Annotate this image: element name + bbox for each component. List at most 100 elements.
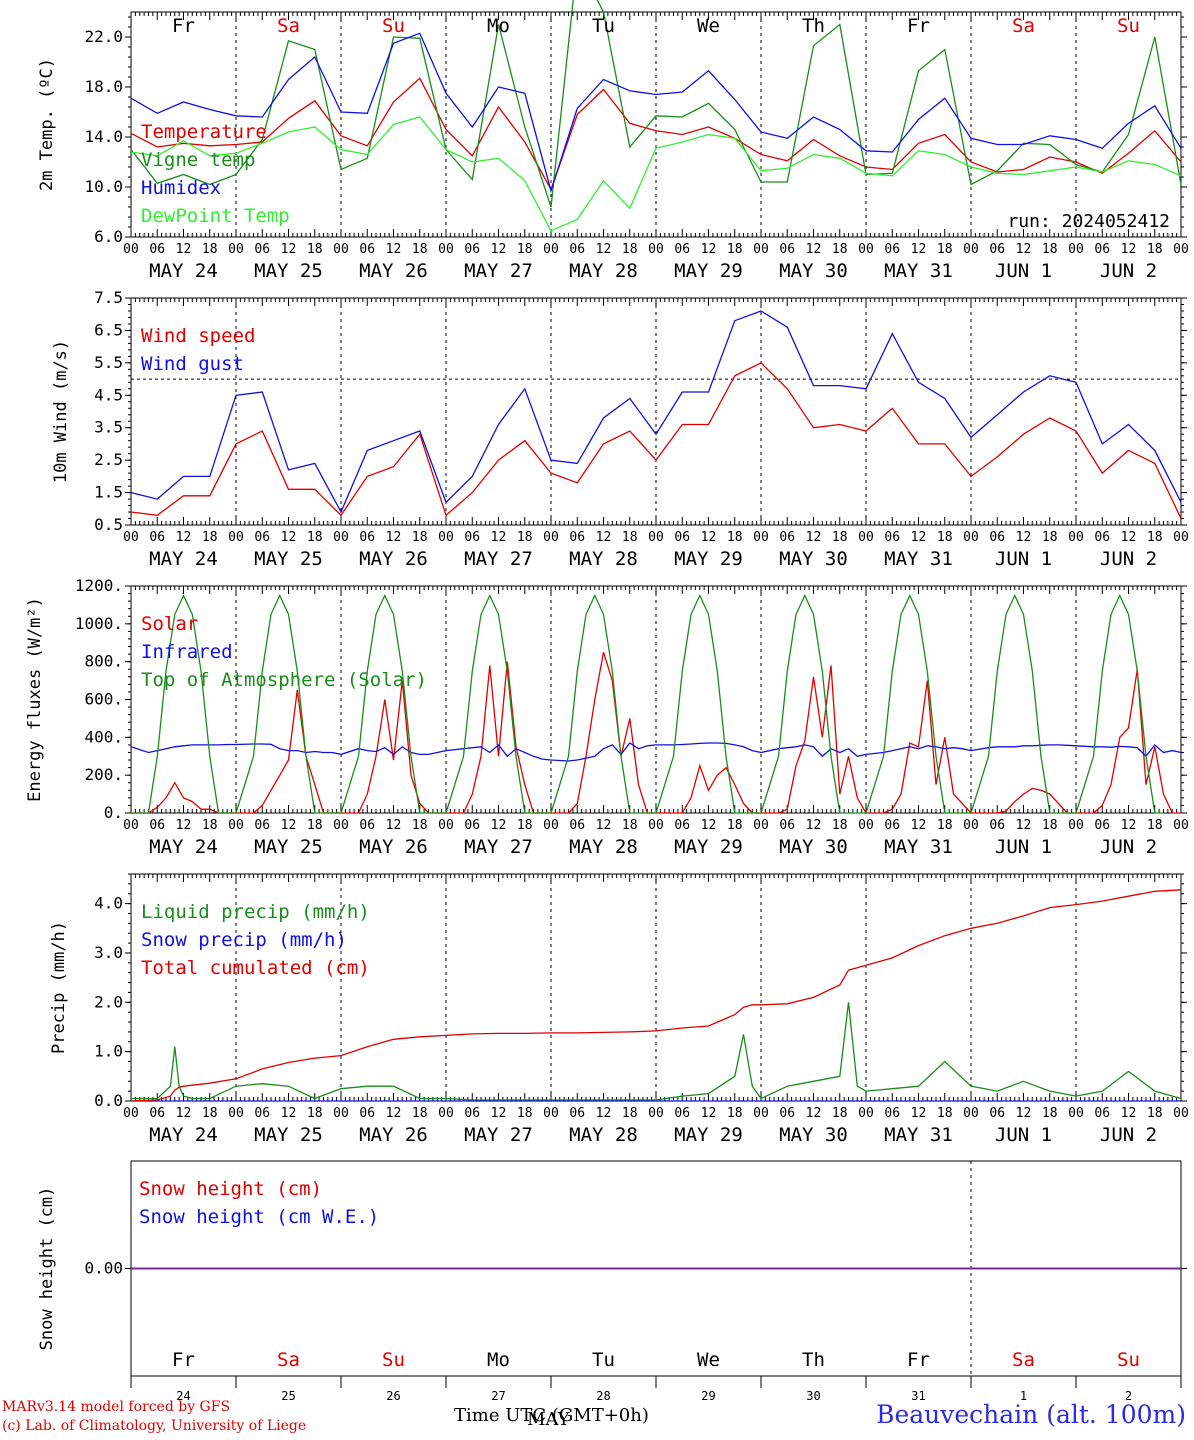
day-number: 24 bbox=[176, 1389, 190, 1403]
legend-entry: Wind gust bbox=[141, 353, 244, 375]
x-tick-label: 00 bbox=[648, 242, 664, 257]
date-label: MAY 25 bbox=[254, 548, 323, 570]
y-axis-label: Precip (mm/h) bbox=[49, 921, 69, 1054]
day-number: 26 bbox=[386, 1389, 400, 1403]
x-tick-label: 12 bbox=[491, 1106, 507, 1121]
x-tick-label: 06 bbox=[149, 1106, 165, 1121]
legend-entry: DewPoint Temp bbox=[141, 205, 290, 227]
x-tick-label: 18 bbox=[937, 242, 953, 257]
legend-entry: Snow height (cm W.E.) bbox=[139, 1206, 379, 1228]
x-tick-label: 06 bbox=[464, 1106, 480, 1121]
date-label: MAY 25 bbox=[254, 1124, 323, 1146]
x-tick-label: 00 bbox=[963, 242, 979, 257]
x-tick-label: 18 bbox=[517, 818, 533, 833]
x-tick-label: 18 bbox=[622, 818, 638, 833]
x-tick-label: 00 bbox=[858, 1106, 874, 1121]
x-tick-label: 00 bbox=[963, 530, 979, 545]
day-name: Mo bbox=[487, 1349, 510, 1371]
date-label: JUN 2 bbox=[1100, 1124, 1157, 1146]
day-number: 31 bbox=[911, 1389, 925, 1403]
date-label: MAY 31 bbox=[884, 260, 953, 282]
y-tick-label: 1.5 bbox=[94, 483, 123, 502]
x-tick-label: 06 bbox=[464, 818, 480, 833]
day-number: 27 bbox=[491, 1389, 505, 1403]
date-label: MAY 24 bbox=[149, 836, 218, 858]
x-tick-label: 18 bbox=[622, 530, 638, 545]
x-tick-label: 18 bbox=[1147, 1106, 1163, 1121]
x-tick-label: 18 bbox=[412, 530, 428, 545]
y-tick-label: 0. bbox=[104, 803, 123, 822]
x-tick-label: 18 bbox=[727, 1106, 743, 1121]
x-tick-label: 18 bbox=[307, 818, 323, 833]
day-name: Su bbox=[382, 1349, 405, 1371]
x-tick-label: 18 bbox=[412, 818, 428, 833]
site-name: Beauvechain (alt. 100m) bbox=[876, 1400, 1186, 1429]
date-label: MAY 28 bbox=[569, 548, 638, 570]
x-tick-label: 00 bbox=[543, 530, 559, 545]
date-label: MAY 24 bbox=[149, 260, 218, 282]
day-name: Th bbox=[802, 1349, 825, 1371]
x-tick-label: 06 bbox=[884, 1106, 900, 1121]
x-tick-label: 00 bbox=[1173, 530, 1189, 545]
x-tick-label: 00 bbox=[123, 530, 139, 545]
legend-entry: Snow height (cm) bbox=[139, 1178, 322, 1200]
x-tick-label: 12 bbox=[1121, 1106, 1137, 1121]
y-axis-label: Energy fluxes (W/m²) bbox=[25, 597, 45, 802]
x-tick-label: 06 bbox=[254, 818, 270, 833]
x-tick-label: 18 bbox=[937, 530, 953, 545]
x-tick-label: 06 bbox=[254, 242, 270, 257]
date-label: MAY 31 bbox=[884, 548, 953, 570]
series-line bbox=[130, 116, 1182, 232]
x-tick-label: 06 bbox=[884, 242, 900, 257]
legend-entry: Total cumulated (cm) bbox=[141, 957, 370, 979]
lab-credit: (c) Lab. of Climatology, University of L… bbox=[2, 1418, 307, 1434]
legend-entry: Infrared bbox=[141, 641, 233, 663]
x-tick-label: 18 bbox=[1147, 242, 1163, 257]
x-tick-label: 12 bbox=[911, 530, 927, 545]
day-name: Fr bbox=[172, 15, 195, 37]
date-label: MAY 29 bbox=[674, 260, 743, 282]
x-tick-label: 12 bbox=[281, 530, 297, 545]
series-line bbox=[130, 362, 1182, 519]
y-tick-label: 800. bbox=[84, 652, 123, 671]
x-tick-label: 18 bbox=[517, 242, 533, 257]
x-tick-label: 06 bbox=[674, 1106, 690, 1121]
series-line bbox=[130, 889, 1182, 1102]
date-label: JUN 1 bbox=[995, 1124, 1052, 1146]
x-tick-label: 00 bbox=[753, 242, 769, 257]
x-tick-label: 00 bbox=[438, 818, 454, 833]
model-credit: MARv3.14 model forced by GFS bbox=[2, 1399, 231, 1415]
legend-entry: Wind speed bbox=[141, 325, 255, 347]
x-tick-label: 06 bbox=[464, 530, 480, 545]
x-tick-label: 18 bbox=[1147, 818, 1163, 833]
x-tick-label: 12 bbox=[1121, 530, 1137, 545]
date-label: MAY 27 bbox=[464, 548, 533, 570]
x-tick-label: 06 bbox=[1094, 818, 1110, 833]
x-tick-label: 06 bbox=[359, 242, 375, 257]
y-axis-label: Snow height (cm) bbox=[37, 1187, 57, 1351]
date-label: MAY 28 bbox=[569, 1124, 638, 1146]
series-line bbox=[130, 0, 1182, 208]
date-label: JUN 1 bbox=[995, 260, 1052, 282]
date-label: MAY 29 bbox=[674, 548, 743, 570]
day-name: Sa bbox=[277, 1349, 300, 1371]
x-tick-label: 12 bbox=[806, 530, 822, 545]
y-tick-label: 4.0 bbox=[94, 894, 123, 913]
x-tick-label: 00 bbox=[858, 818, 874, 833]
x-tick-label: 12 bbox=[806, 242, 822, 257]
date-label: JUN 1 bbox=[995, 836, 1052, 858]
x-tick-label: 06 bbox=[1094, 1106, 1110, 1121]
x-tick-label: 18 bbox=[832, 530, 848, 545]
y-tick-label: 0.0 bbox=[94, 1091, 123, 1110]
day-name: Su bbox=[382, 15, 405, 37]
x-tick-label: 12 bbox=[176, 530, 192, 545]
x-tick-label: 18 bbox=[727, 242, 743, 257]
y-tick-label: 22.0 bbox=[84, 27, 123, 46]
date-label: JUN 2 bbox=[1100, 836, 1157, 858]
x-tick-label: 12 bbox=[281, 242, 297, 257]
series-line bbox=[130, 77, 1182, 192]
date-label: JUN 2 bbox=[1100, 260, 1157, 282]
x-tick-label: 06 bbox=[569, 818, 585, 833]
run-annotation: run: 2024052412 bbox=[1007, 211, 1170, 232]
x-tick-label: 18 bbox=[832, 1106, 848, 1121]
